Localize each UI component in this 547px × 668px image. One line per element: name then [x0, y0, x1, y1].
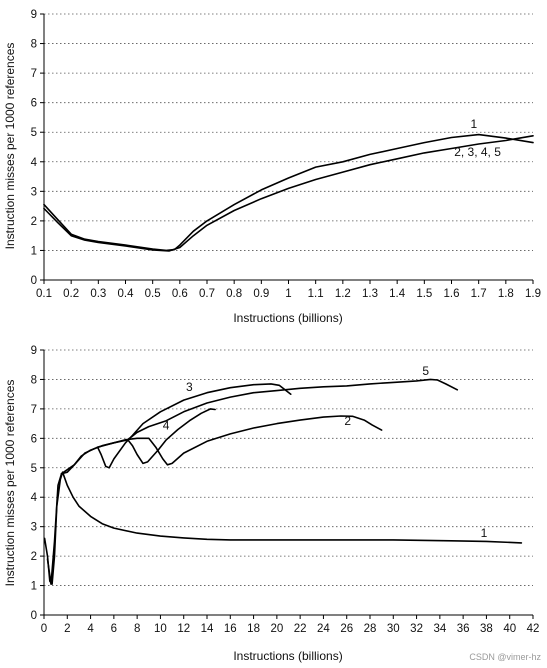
chart-top: 0 1 2 3 4 5 6 7 8 9 0.1 0.2 0.3 0.4 0.5 0.6 0.7 0.8 0.9 1 1.…: [3, 9, 541, 325]
x-tick-label: 34: [433, 623, 446, 635]
x-tick-label: 12: [177, 623, 190, 635]
series-line-5: [127, 378, 459, 441]
y-tick-label: 7: [31, 68, 37, 80]
x-tick-label: 14: [201, 623, 214, 635]
y-tick-label: 2: [31, 551, 37, 563]
series-annotation: 5: [422, 364, 429, 378]
x-tick-label: 0.7: [199, 288, 215, 300]
series-annotation: 4: [163, 419, 170, 433]
y-tick-label: 8: [31, 39, 37, 51]
y-tick-label: 6: [31, 433, 37, 445]
x-tick-label: 36: [457, 623, 470, 635]
x-axis-label: Instructions (billions): [233, 649, 342, 663]
x-tick-label: 1: [285, 288, 291, 300]
series-annotation: 1: [481, 526, 488, 540]
y-tick-label: 3: [31, 186, 37, 198]
x-tick-label: 0.5: [145, 288, 161, 300]
x-tick-label: 0.8: [226, 288, 242, 300]
x-tick-label: 38: [480, 623, 493, 635]
y-tick-label: 7: [31, 404, 37, 416]
x-tick-label: 4: [87, 623, 94, 635]
x-tick-label: 30: [387, 623, 400, 635]
x-tick-label: 40: [503, 623, 516, 635]
series-annotation: 2: [344, 414, 351, 428]
series-line-3: [60, 383, 292, 475]
x-tick-label: 8: [134, 623, 140, 635]
x-tick-label: 0.3: [90, 288, 106, 300]
x-tick-label: 0: [41, 623, 47, 635]
x-tick-label: 1.5: [416, 288, 432, 300]
y-tick-label: 3: [31, 522, 37, 534]
series-line-2: [43, 135, 534, 252]
series-line-1: [43, 133, 534, 252]
x-tick-label: 42: [527, 623, 540, 635]
series-line-4: [96, 408, 216, 465]
series-line-1: [43, 471, 523, 585]
x-tick-label: 24: [317, 623, 330, 635]
y-axis-label: Instruction misses per 1000 references: [3, 43, 17, 250]
watermark: CSDN @vimer-hz: [469, 652, 541, 662]
x-tick-label: 32: [410, 623, 423, 635]
x-tick-label: 1.9: [525, 288, 541, 300]
y-tick-label: 1: [31, 581, 37, 593]
series-annotation: 1: [471, 117, 478, 131]
x-tick-label: 2: [64, 623, 70, 635]
x-tick-label: 1.4: [389, 288, 406, 300]
y-tick-label: 8: [31, 374, 37, 386]
x-tick-label: 0.6: [172, 288, 188, 300]
x-tick-label: 0.2: [63, 288, 79, 300]
y-tick-label: 4: [31, 157, 38, 169]
x-tick-label: 0.4: [118, 288, 135, 300]
x-tick-label: 6: [111, 623, 117, 635]
x-tick-label: 1.1: [308, 288, 324, 300]
x-tick-label: 28: [364, 623, 377, 635]
x-tick-label: 18: [247, 623, 260, 635]
x-axis-label: Instructions (billions): [233, 311, 342, 325]
series-line-2: [46, 415, 383, 585]
y-tick-label: 9: [31, 345, 37, 357]
x-tick-label: 1.3: [362, 288, 378, 300]
x-tick-label: 1.2: [335, 288, 351, 300]
y-tick-label: 5: [31, 463, 37, 475]
series-annotation: 3: [186, 380, 193, 394]
x-tick-label: 26: [340, 623, 353, 635]
series-annotation: 2, 3, 4, 5: [454, 145, 501, 159]
y-tick-label: 1: [31, 245, 37, 257]
x-tick-label: 1.6: [444, 288, 460, 300]
x-tick-label: 1.8: [498, 288, 514, 300]
y-tick-label: 0: [31, 275, 37, 287]
x-tick-label: 22: [294, 623, 307, 635]
x-tick-label: 0.1: [36, 288, 52, 300]
y-axis-label: Instruction misses per 1000 references: [3, 380, 17, 587]
x-tick-label: 16: [224, 623, 237, 635]
y-tick-label: 0: [31, 610, 37, 622]
y-tick-label: 5: [31, 127, 37, 139]
y-tick-label: 4: [31, 492, 38, 504]
x-tick-label: 10: [154, 623, 167, 635]
y-tick-label: 2: [31, 216, 37, 228]
y-tick-label: 6: [31, 98, 37, 110]
x-tick-label: 1.7: [471, 288, 487, 300]
y-tick-label: 9: [31, 9, 37, 21]
x-tick-label: 0.9: [253, 288, 269, 300]
x-tick-label: 20: [270, 623, 283, 635]
